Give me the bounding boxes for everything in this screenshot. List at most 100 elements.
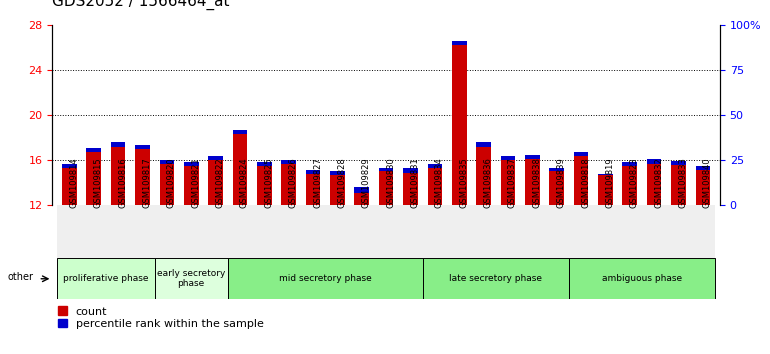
Text: GSM109817: GSM109817: [142, 157, 152, 208]
Bar: [106, 205, 130, 258]
Bar: [500, 156, 515, 160]
Bar: [647, 159, 661, 164]
Text: GSM109830: GSM109830: [387, 157, 395, 208]
Bar: [550, 171, 564, 205]
Bar: [593, 205, 618, 258]
Bar: [306, 174, 320, 205]
Bar: [228, 258, 423, 299]
Text: GSM109836: GSM109836: [484, 157, 493, 208]
Legend: count, percentile rank within the sample: count, percentile rank within the sample: [58, 307, 263, 329]
Text: GSM109831: GSM109831: [410, 157, 420, 208]
Bar: [525, 155, 540, 159]
Bar: [354, 187, 369, 193]
Text: GSM109827: GSM109827: [313, 157, 322, 208]
Bar: [136, 145, 150, 149]
Bar: [574, 156, 588, 205]
Bar: [203, 205, 228, 258]
Bar: [525, 159, 540, 205]
Bar: [622, 166, 637, 205]
Bar: [252, 205, 276, 258]
Bar: [471, 205, 496, 258]
Bar: [111, 147, 126, 205]
Bar: [622, 162, 637, 166]
Bar: [354, 193, 369, 205]
Bar: [57, 205, 82, 258]
Text: GSM109824: GSM109824: [240, 157, 249, 208]
Bar: [136, 149, 150, 205]
Bar: [642, 205, 666, 258]
Text: GDS2052 / 1566464_at: GDS2052 / 1566464_at: [52, 0, 230, 10]
Bar: [452, 41, 467, 45]
Bar: [647, 164, 661, 205]
Bar: [82, 205, 106, 258]
Text: late secretory phase: late secretory phase: [450, 274, 542, 283]
Bar: [427, 168, 442, 205]
Text: GSM109819: GSM109819: [605, 157, 614, 208]
Text: GSM109837: GSM109837: [508, 157, 517, 208]
Text: GSM109839: GSM109839: [557, 157, 566, 208]
Bar: [257, 162, 272, 166]
Text: ambiguous phase: ambiguous phase: [602, 274, 682, 283]
Text: GSM109832: GSM109832: [654, 157, 663, 208]
Text: GSM109816: GSM109816: [118, 157, 127, 208]
Bar: [159, 160, 174, 164]
Text: GSM109823: GSM109823: [630, 157, 639, 208]
Bar: [452, 45, 467, 205]
Bar: [544, 205, 569, 258]
Bar: [403, 173, 418, 205]
Bar: [257, 166, 272, 205]
Text: GSM109825: GSM109825: [264, 157, 273, 208]
Bar: [111, 142, 126, 147]
Bar: [281, 164, 296, 205]
Bar: [306, 170, 320, 174]
Bar: [325, 205, 350, 258]
Bar: [62, 168, 77, 205]
Bar: [233, 130, 247, 134]
Bar: [155, 205, 179, 258]
Bar: [618, 205, 642, 258]
Text: GSM109820: GSM109820: [167, 157, 176, 208]
Bar: [477, 142, 491, 147]
Bar: [209, 156, 223, 160]
Bar: [447, 205, 471, 258]
Text: GSM109835: GSM109835: [459, 157, 468, 208]
Bar: [550, 168, 564, 171]
Bar: [496, 205, 521, 258]
Bar: [184, 166, 199, 205]
Bar: [477, 147, 491, 205]
Bar: [695, 170, 710, 205]
Bar: [209, 160, 223, 205]
Text: GSM109818: GSM109818: [581, 157, 590, 208]
Bar: [671, 165, 686, 205]
Bar: [350, 205, 374, 258]
Bar: [423, 258, 569, 299]
Text: proliferative phase: proliferative phase: [63, 274, 149, 283]
Bar: [423, 205, 447, 258]
Text: GSM109814: GSM109814: [69, 157, 79, 208]
Text: GSM109840: GSM109840: [703, 157, 712, 208]
Bar: [330, 171, 345, 175]
Text: GSM109815: GSM109815: [94, 157, 102, 208]
Bar: [86, 152, 101, 205]
Bar: [521, 205, 544, 258]
Bar: [184, 162, 199, 166]
Bar: [374, 205, 398, 258]
Text: other: other: [8, 272, 33, 282]
Text: GSM109821: GSM109821: [191, 157, 200, 208]
Bar: [159, 164, 174, 205]
Text: GSM109833: GSM109833: [678, 157, 688, 208]
Bar: [379, 171, 393, 205]
Bar: [403, 169, 418, 173]
Bar: [281, 160, 296, 164]
Text: GSM109838: GSM109838: [532, 157, 541, 208]
Text: GSM109828: GSM109828: [337, 157, 346, 208]
Bar: [86, 148, 101, 152]
Bar: [500, 160, 515, 205]
Bar: [179, 205, 203, 258]
Bar: [695, 166, 710, 170]
Bar: [330, 175, 345, 205]
Text: early secretory
phase: early secretory phase: [157, 269, 226, 289]
Bar: [379, 167, 393, 171]
Bar: [427, 164, 442, 168]
Bar: [276, 205, 301, 258]
